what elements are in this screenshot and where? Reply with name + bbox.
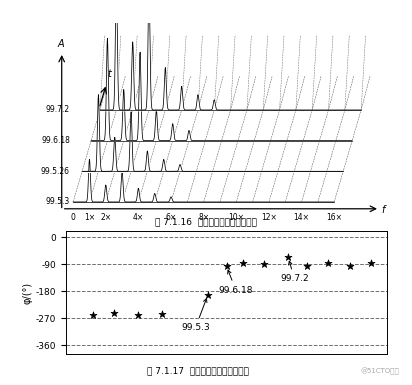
Text: $f$: $f$ — [381, 203, 387, 215]
Text: 2×: 2× — [100, 213, 111, 222]
Text: 4×: 4× — [133, 213, 144, 222]
Text: 99.5.3: 99.5.3 — [181, 299, 210, 332]
Text: 99.5.3: 99.5.3 — [46, 198, 70, 206]
Point — [111, 310, 117, 316]
Text: 16×: 16× — [326, 213, 342, 222]
Text: 6×: 6× — [165, 213, 177, 222]
Point — [135, 312, 142, 318]
Text: $t$: $t$ — [107, 67, 113, 79]
Point — [159, 311, 166, 317]
Point — [368, 260, 375, 266]
Text: 99.7.2: 99.7.2 — [280, 261, 309, 283]
Point — [204, 292, 211, 298]
Point — [261, 261, 267, 267]
Text: $A$: $A$ — [57, 37, 66, 49]
Text: 99.5.26: 99.5.26 — [41, 167, 70, 176]
Point — [325, 260, 332, 266]
Point — [346, 263, 353, 269]
Point — [223, 263, 230, 270]
Text: 99.7.2: 99.7.2 — [46, 105, 70, 114]
Text: 图 7.1.16  转轴裂纹产生的频谱变化: 图 7.1.16 转轴裂纹产生的频谱变化 — [155, 218, 257, 226]
Text: 1×: 1× — [84, 213, 95, 222]
Y-axis label: φ/(°): φ/(°) — [23, 281, 33, 304]
Text: 99.6.18: 99.6.18 — [218, 270, 253, 295]
Text: 8×: 8× — [198, 213, 209, 222]
Point — [285, 254, 292, 261]
Text: @51CTO博客: @51CTO博客 — [361, 368, 400, 375]
Text: 99.6.18: 99.6.18 — [41, 136, 70, 145]
Text: 图 7.1.17  转轴裂纹产生的相位变化: 图 7.1.17 转轴裂纹产生的相位变化 — [147, 367, 249, 375]
Text: 12×: 12× — [261, 213, 277, 222]
Text: 0: 0 — [71, 213, 75, 222]
Point — [89, 311, 96, 318]
Text: 10×: 10× — [228, 213, 244, 222]
Point — [239, 260, 246, 266]
Point — [304, 263, 310, 269]
Text: 14×: 14× — [294, 213, 309, 222]
